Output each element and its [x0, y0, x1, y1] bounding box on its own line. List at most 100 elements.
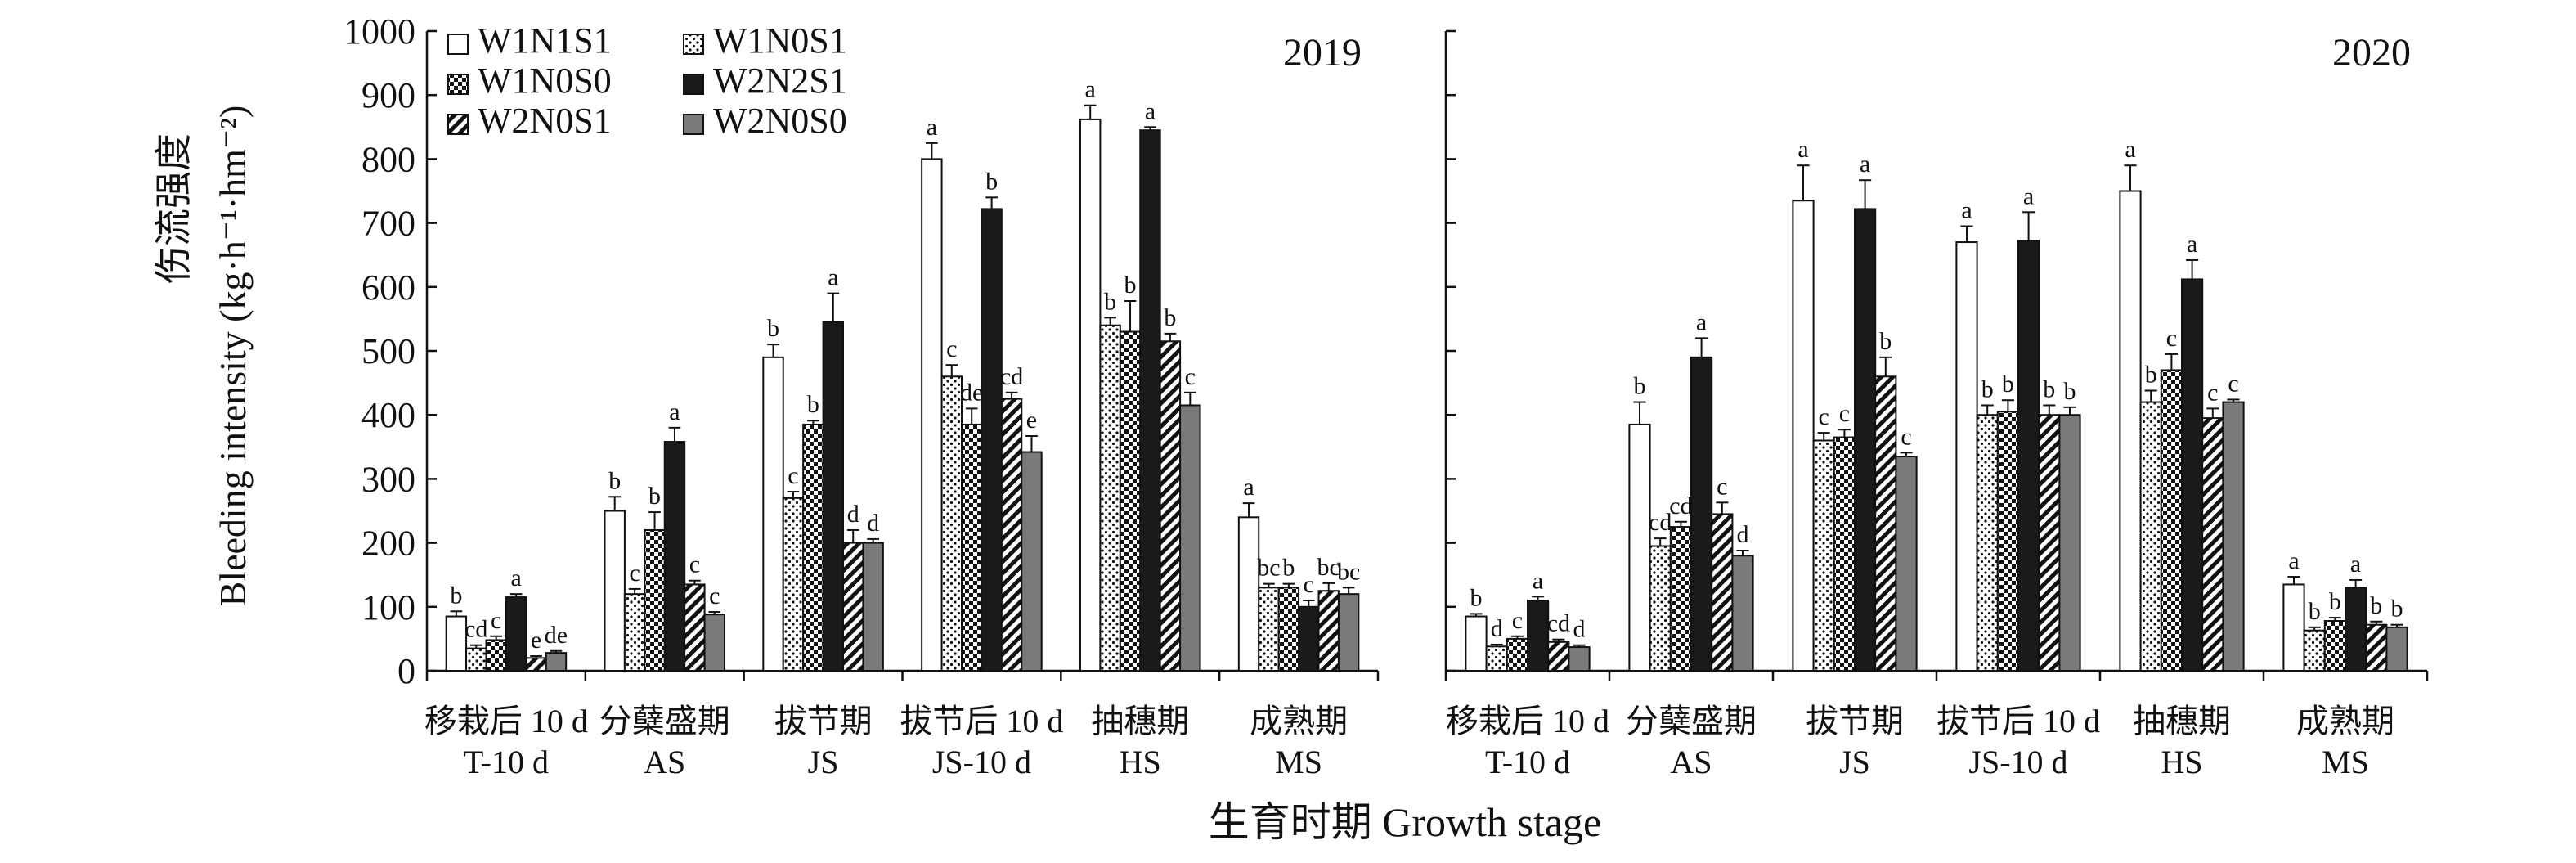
significance-label: b: [2370, 592, 2382, 619]
bar: [1731, 555, 1754, 672]
bar: [921, 158, 943, 672]
x-tick-label-cn: 成熟期: [1250, 703, 1348, 739]
significance-label: a: [2187, 231, 2197, 258]
bar: [1337, 593, 1360, 672]
bar: [1547, 641, 1570, 672]
significance-label: c: [709, 582, 720, 609]
significance-label: b: [767, 315, 779, 342]
x-tick-label-cn: 成熟期: [2296, 703, 2394, 739]
significance-label: b: [1164, 304, 1176, 331]
x-tick-label-en: HS: [1120, 744, 1161, 780]
significance-label: b: [1124, 272, 1137, 299]
x-tick-label-en: MS: [1275, 744, 1322, 780]
bar: [2282, 583, 2305, 672]
significance-label: a: [1145, 97, 1156, 124]
x-tick-label-en: T-10 d: [1485, 744, 1570, 780]
bar: [1506, 637, 1529, 672]
y-tick-label: 200: [361, 524, 415, 564]
significance-label: b: [2309, 598, 2321, 625]
significance-label: c: [1819, 403, 1829, 430]
significance-label: d: [867, 510, 879, 537]
x-tick-label-en: AS: [1670, 744, 1712, 780]
x-tick-label-en: AS: [644, 744, 685, 780]
x-tick-label-en: HS: [2161, 744, 2202, 780]
significance-label: a: [2023, 182, 2034, 209]
legend-item: W1N0S1: [683, 20, 847, 61]
bar: [1079, 118, 1102, 672]
significance-label: a: [2350, 551, 2361, 578]
legend-item: W2N0S0: [683, 101, 847, 141]
bar: [1159, 340, 1182, 672]
legend-item: W1N0S0: [447, 61, 612, 101]
y-axis-label-en: Bleeding intensity (kg·h⁻¹·hm⁻²): [212, 106, 254, 607]
significance-label: b: [1470, 584, 1483, 611]
x-tick-label-en: JS-10 d: [1968, 744, 2067, 780]
bar: [1895, 456, 1918, 672]
significance-label: a: [1797, 136, 1808, 163]
x-tick-label-en: MS: [2322, 744, 2369, 780]
significance-label: b: [2043, 375, 2055, 402]
bar: [1649, 545, 1672, 672]
significance-label: c: [1839, 400, 1850, 427]
bar: [1021, 451, 1043, 672]
significance-label: bc: [1337, 558, 1360, 585]
significance-label: b: [1981, 375, 1994, 402]
x-tick-label-cn: 移栽后 10 d: [1446, 703, 1609, 739]
significance-label: c: [788, 462, 798, 489]
bar: [1833, 436, 1856, 672]
significance-label: b: [807, 391, 819, 418]
bar: [545, 652, 568, 672]
significance-label: d: [1573, 616, 1586, 643]
x-tick-label-cn: 分蘖盛期: [1626, 703, 1757, 739]
significance-label: c: [689, 551, 700, 578]
significance-label: b: [1879, 328, 1892, 355]
bar: [663, 441, 686, 672]
bar: [1690, 356, 1713, 672]
bar: [802, 423, 824, 672]
significance-label: c: [2166, 325, 2177, 352]
bar: [960, 423, 983, 672]
bar: [1628, 423, 1651, 672]
bar: [2119, 190, 2142, 672]
significance-label: b: [648, 483, 661, 510]
significance-label: a: [1085, 76, 1096, 103]
y-tick-label: 700: [361, 204, 415, 244]
bar: [465, 647, 487, 672]
significance-label: a: [510, 564, 521, 591]
bar: [1119, 330, 1142, 672]
bar: [2201, 417, 2224, 672]
significance-label: cd: [1649, 509, 1672, 536]
significance-label: c: [491, 607, 501, 634]
significance-label: a: [1696, 308, 1707, 335]
bar: [1317, 590, 1340, 672]
bar: [1527, 599, 1550, 672]
bar: [1955, 241, 1978, 672]
x-tick-label-cn: 拔节期: [1806, 703, 1904, 739]
bar: [1812, 439, 1835, 672]
significance-label: e: [1026, 407, 1037, 434]
legend-swatch: [683, 114, 704, 135]
significance-label: a: [1961, 197, 1972, 224]
y-tick-label: 900: [361, 75, 415, 115]
legend-swatch: [683, 74, 704, 95]
bar: [2222, 401, 2245, 672]
bar: [1976, 414, 1999, 672]
significance-label: b: [2391, 596, 2403, 623]
bar: [782, 497, 805, 672]
significance-label: b: [985, 168, 998, 195]
y-tick-label: 100: [361, 587, 415, 627]
x-tick-label-cn: 抽穗期: [2133, 703, 2231, 739]
bar: [2139, 401, 2162, 672]
legend-item: W2N2S1: [683, 61, 847, 101]
significance-label: a: [2288, 547, 2299, 574]
bar: [981, 208, 1003, 672]
significance-label: a: [1860, 151, 1870, 178]
bar: [1711, 513, 1734, 672]
legend-item: W2N0S1: [447, 101, 612, 141]
significance-label: bc: [1257, 555, 1280, 582]
significance-label: c: [629, 560, 640, 587]
x-tick-label-en: JS-10 d: [932, 744, 1031, 780]
bar: [2038, 414, 2061, 672]
